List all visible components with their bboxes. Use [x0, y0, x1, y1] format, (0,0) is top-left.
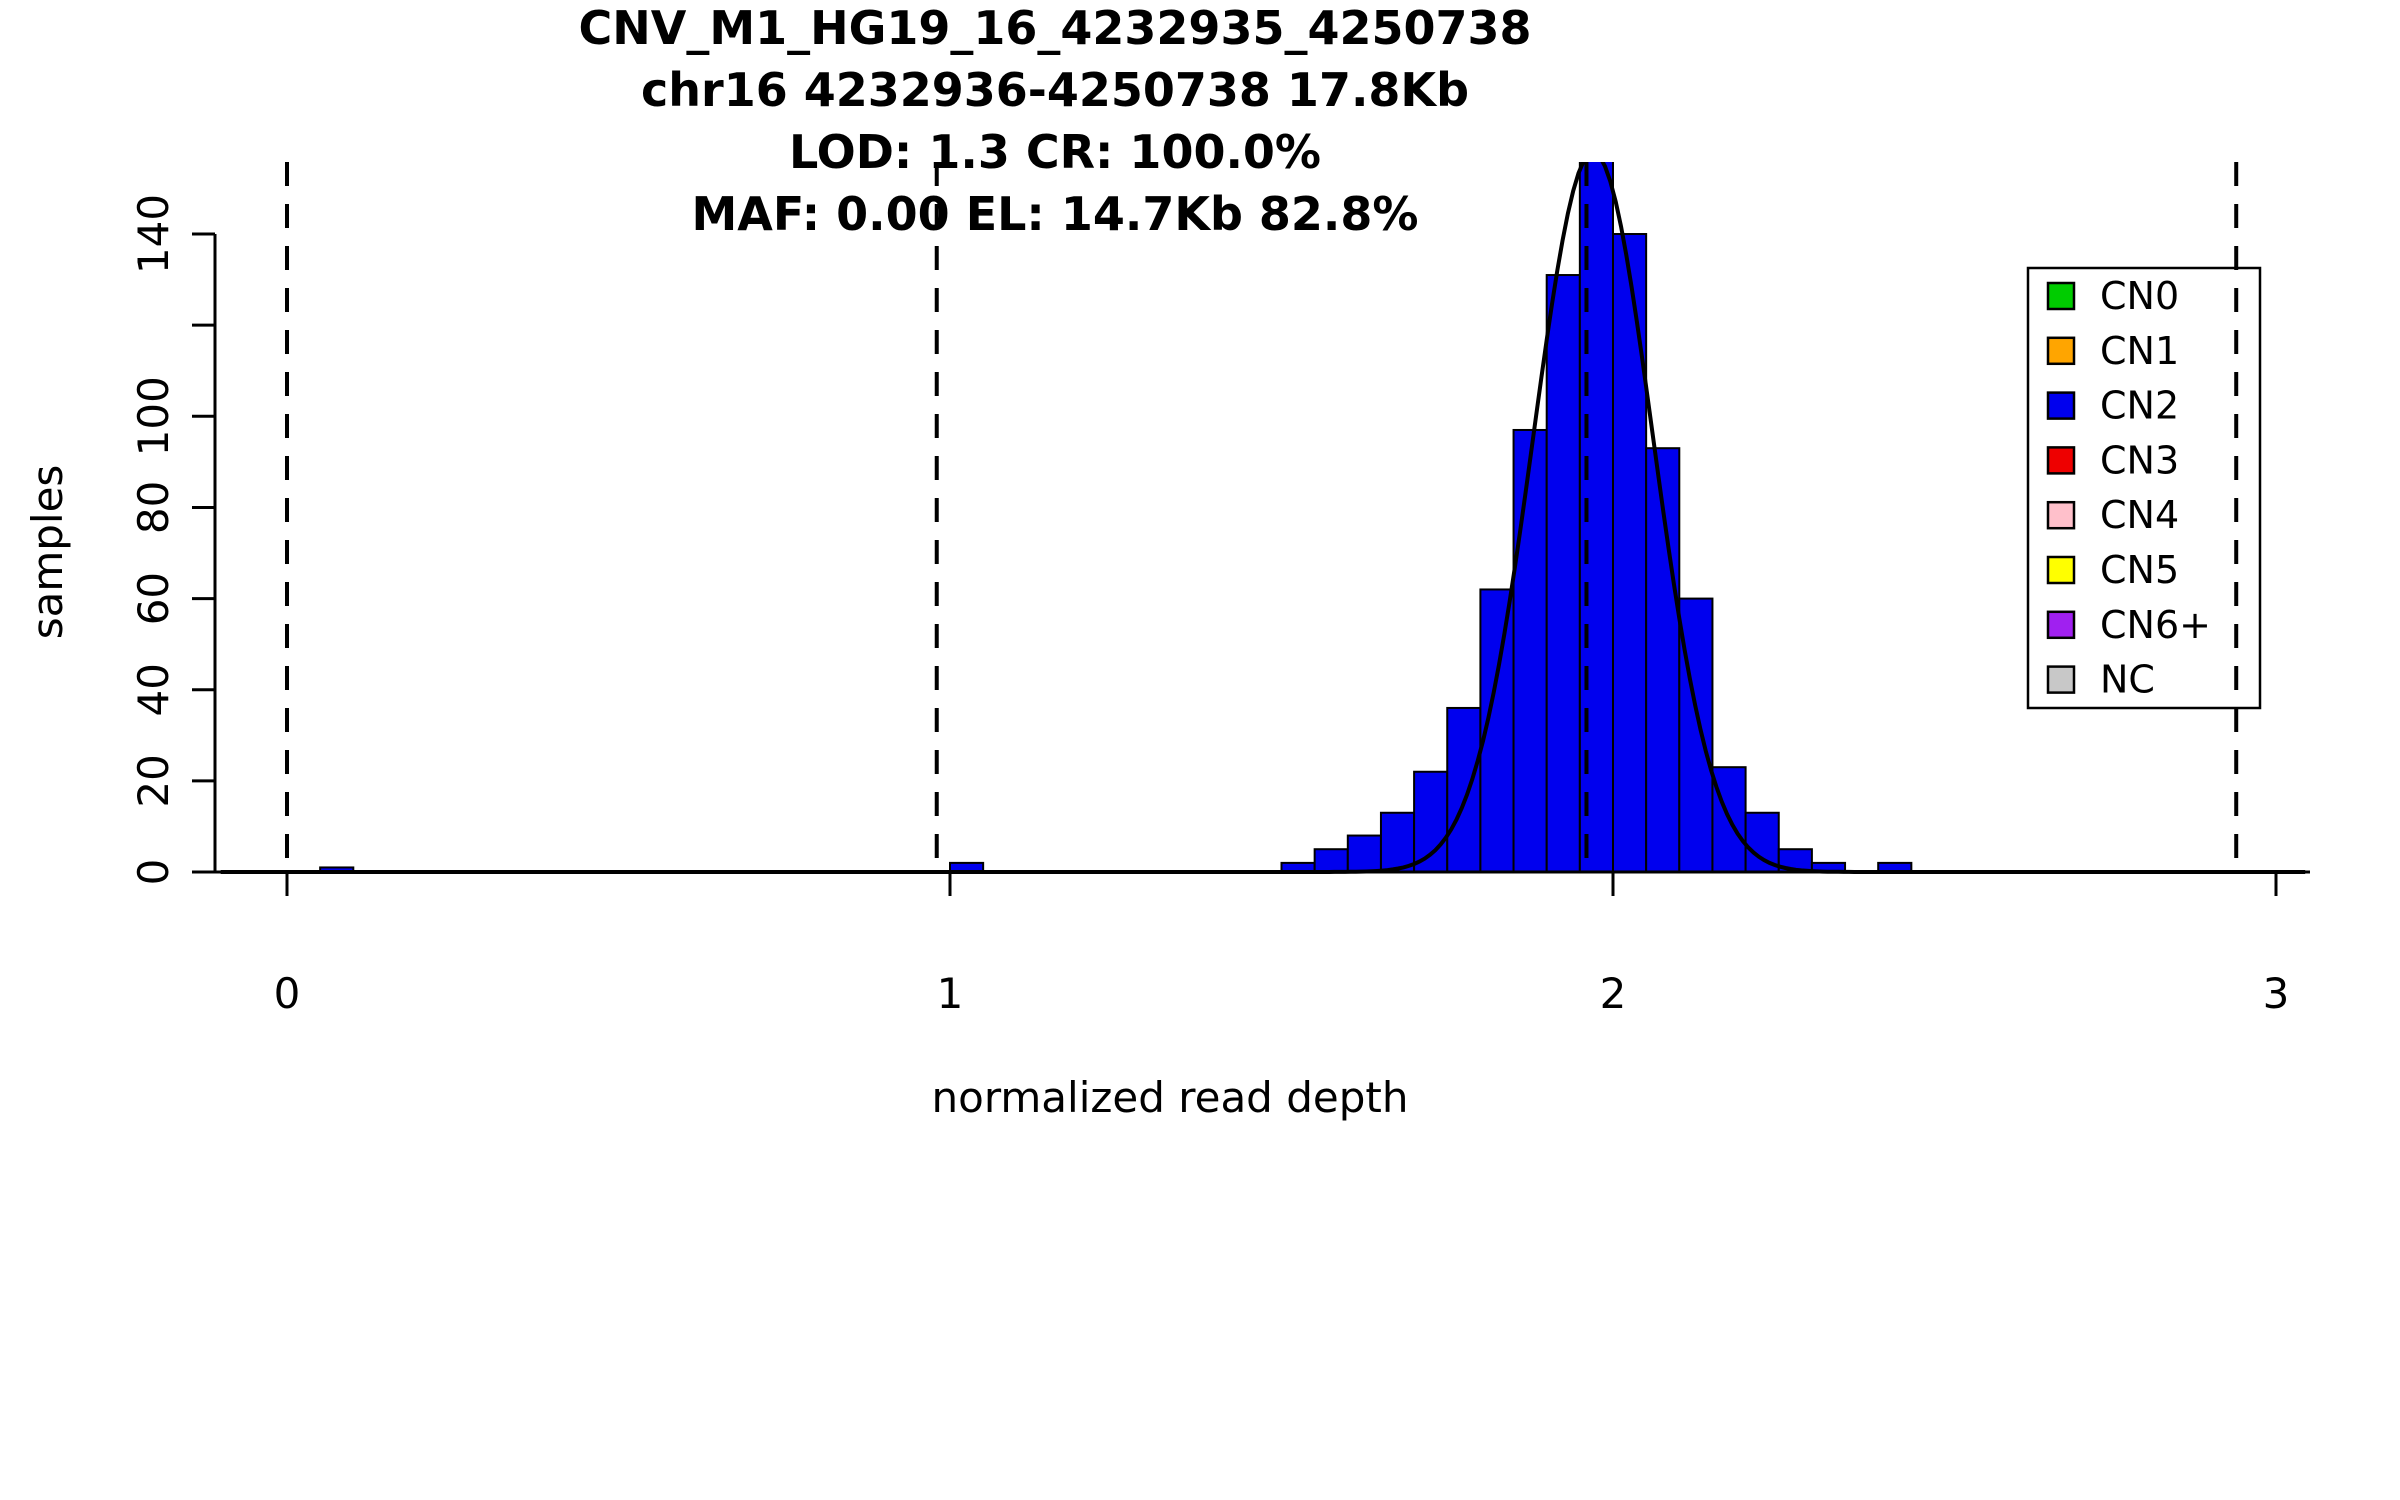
cn-dashed-lines-layer — [285, 162, 2239, 872]
y-tick-label: 100 — [129, 376, 178, 456]
legend-item-label: CN6+ — [2100, 603, 2211, 647]
legend-swatch — [2046, 500, 2076, 530]
histogram-bar — [1346, 834, 1382, 874]
density-curve-layer — [220, 162, 2306, 874]
legend-item: CN4 — [2046, 493, 2179, 537]
legend-layer: CN0 CN1 CN2 CN3 CN4 CN5 CN6+ NC — [2026, 266, 2262, 710]
y-tick-label: 80 — [129, 481, 178, 534]
histogram-bar — [1379, 811, 1416, 873]
histogram-bar — [1446, 706, 1482, 873]
legend-item: CN5 — [2046, 548, 2179, 592]
legend-swatch — [2046, 281, 2076, 311]
y-tick-label: 60 — [129, 572, 178, 625]
x-tick-label: 0 — [274, 969, 301, 1018]
plot-title-line-1: CNV_M1_HG19_16_4232935_4250738 — [578, 1, 1531, 55]
legend-item-label: CN5 — [2100, 548, 2179, 592]
legend-item: CN2 — [2046, 384, 2179, 428]
plot-title-line-4: MAF: 0.00 EL: 14.7Kb 82.8% — [691, 187, 1418, 241]
y-axis-title: samples — [23, 465, 72, 640]
legend-item-label: CN4 — [2100, 493, 2179, 537]
y-tick-label: 140 — [129, 194, 178, 274]
y-tick-label: 40 — [129, 663, 178, 716]
histogram-bar — [1612, 233, 1648, 873]
x-tick-label: 1 — [937, 969, 964, 1018]
histogram-bar — [1545, 274, 1581, 873]
legend-swatch — [2046, 391, 2076, 420]
legend-item: CN1 — [2046, 329, 2179, 373]
legend-item-label: CN0 — [2100, 274, 2179, 318]
legend-item-label: CN1 — [2100, 329, 2179, 373]
plot-title-line-3: LOD: 1.3 CR: 100.0% — [789, 125, 1321, 179]
legend-item-label: NC — [2100, 658, 2155, 702]
legend-swatch — [2046, 610, 2076, 640]
legend-item: CN0 — [2046, 274, 2179, 318]
y-tick-label: 0 — [129, 859, 178, 886]
legend-item: NC — [2046, 658, 2155, 702]
histogram-bar — [1313, 848, 1349, 874]
legend-swatch — [2046, 336, 2076, 366]
x-axis-title: normalized read depth — [932, 1073, 1409, 1122]
x-tick-label: 3 — [2263, 969, 2290, 1018]
legend-item-label: CN3 — [2100, 438, 2179, 482]
legend-item-label: CN2 — [2100, 384, 2179, 428]
legend-swatch — [2046, 555, 2076, 585]
axes-layer: 0 20 40 60 80 100 140 0 1 2 3 — [129, 194, 2310, 1018]
x-tick-label: 2 — [1600, 969, 1627, 1018]
histogram-bars-layer — [319, 162, 1913, 874]
legend-swatch — [2046, 665, 2076, 694]
histogram-bar — [1413, 770, 1449, 873]
histogram-bar — [1512, 428, 1548, 873]
y-tick-label: 20 — [129, 754, 178, 807]
legend-item: CN6+ — [2046, 603, 2211, 647]
plot-title-line-2: chr16 4232936-4250738 17.8Kb — [641, 63, 1469, 117]
density-curve — [220, 162, 2306, 874]
legend-swatch — [2046, 446, 2076, 475]
legend-item: CN3 — [2046, 438, 2179, 482]
